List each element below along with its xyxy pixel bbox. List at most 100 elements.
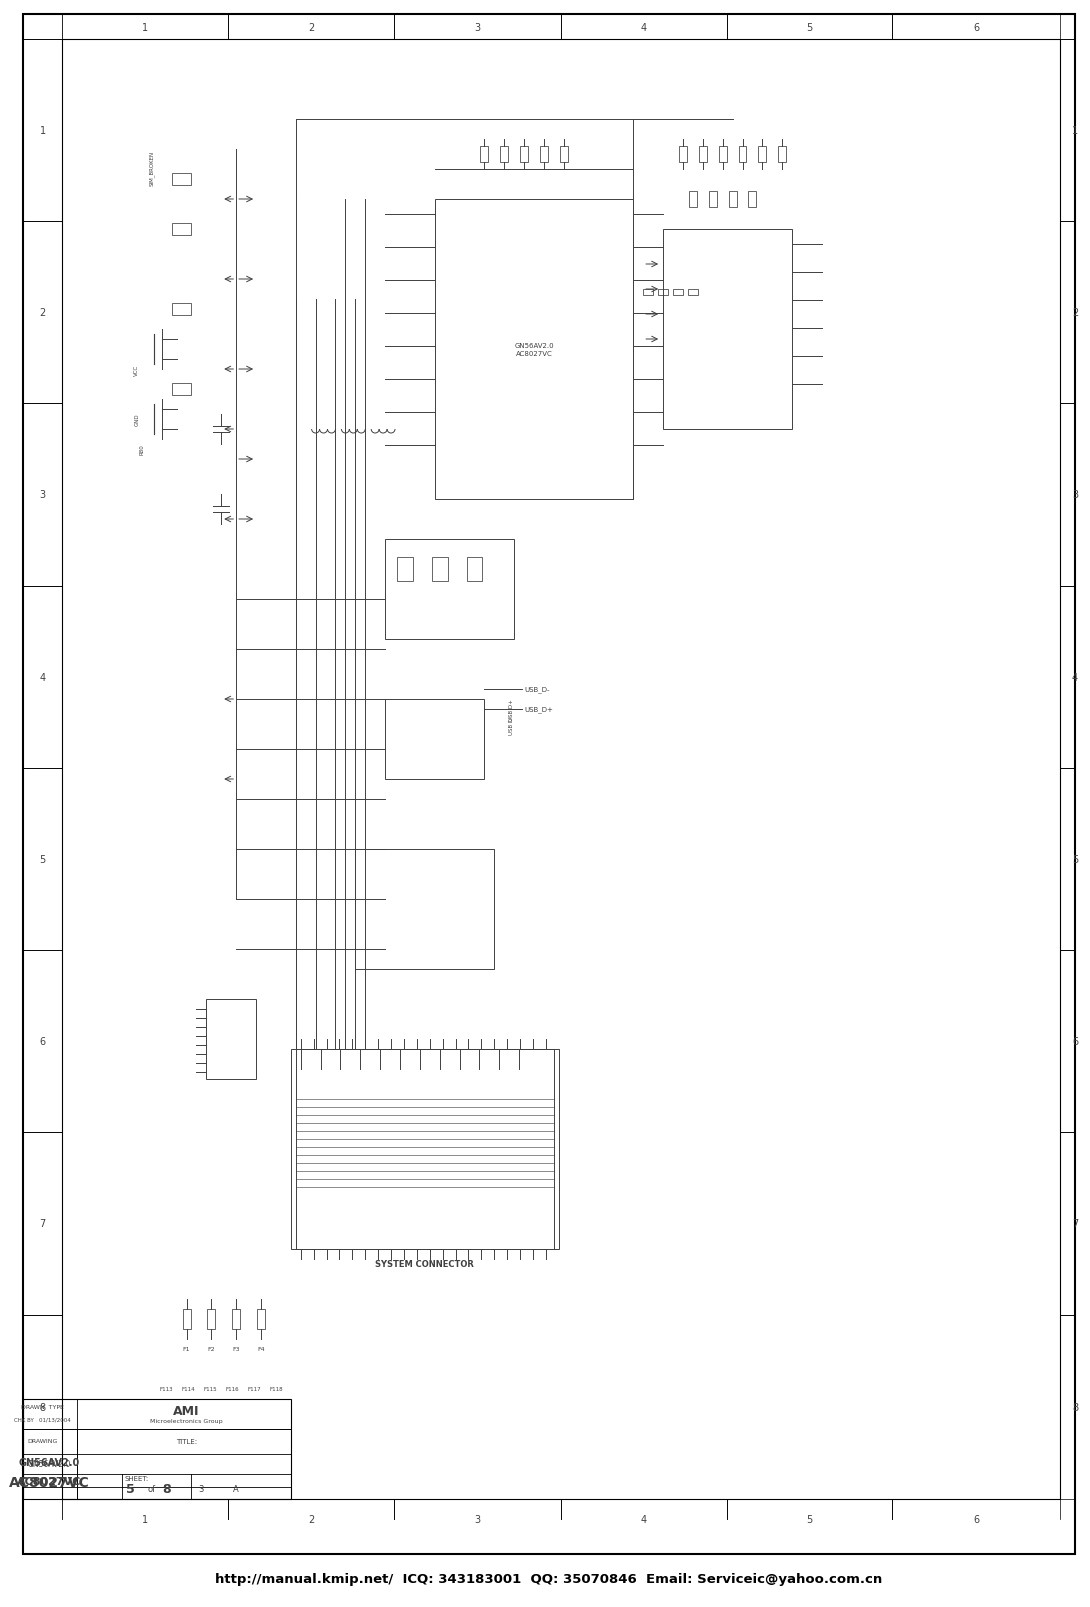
Text: 1: 1: [1073, 125, 1078, 137]
Text: SYSTEM CONNECTOR: SYSTEM CONNECTOR: [375, 1260, 474, 1268]
Bar: [397, 558, 413, 582]
Bar: [435, 199, 633, 500]
Text: VCC: VCC: [134, 365, 140, 376]
Bar: [749, 191, 756, 207]
Text: 1: 1: [143, 1514, 148, 1523]
Text: 6: 6: [1073, 1037, 1078, 1046]
Text: F2: F2: [207, 1347, 215, 1351]
Text: DRAWING: DRAWING: [27, 1438, 58, 1443]
Text: 5: 5: [125, 1483, 134, 1496]
Bar: [206, 1000, 256, 1080]
Bar: [778, 146, 786, 162]
Text: F116: F116: [226, 1387, 239, 1392]
Bar: [23, 1400, 291, 1499]
Bar: [708, 191, 717, 207]
Text: 3: 3: [1073, 490, 1078, 500]
Bar: [739, 146, 747, 162]
Text: AMI: AMI: [173, 1405, 199, 1417]
Text: SHEET:: SHEET:: [124, 1475, 149, 1482]
Bar: [291, 1049, 559, 1249]
Text: 5: 5: [807, 22, 813, 34]
Text: F1: F1: [183, 1347, 191, 1351]
Bar: [688, 289, 698, 296]
Bar: [481, 146, 488, 162]
Text: 5: 5: [1071, 855, 1078, 865]
Bar: [207, 1310, 216, 1329]
Bar: [257, 1310, 265, 1329]
Text: 3: 3: [474, 22, 481, 34]
Text: 5: 5: [807, 1514, 813, 1523]
Text: 2: 2: [39, 309, 46, 318]
Bar: [520, 146, 528, 162]
Text: http://manual.kmip.net/  ICQ: 343183001  QQ: 35070846  Email: Serviceic@yahoo.co: http://manual.kmip.net/ ICQ: 343183001 Q…: [216, 1573, 883, 1586]
Text: 2: 2: [308, 22, 314, 34]
Bar: [673, 289, 683, 296]
Text: 4: 4: [641, 1514, 646, 1523]
Text: 3: 3: [474, 1514, 481, 1523]
Bar: [718, 146, 727, 162]
Text: F3: F3: [232, 1347, 240, 1351]
Text: GN56AV2.0: GN56AV2.0: [19, 1458, 81, 1467]
Text: F4: F4: [257, 1347, 265, 1351]
Text: GN56AV2.0: GN56AV2.0: [28, 1459, 71, 1469]
Text: 8: 8: [39, 1403, 46, 1413]
Bar: [500, 146, 508, 162]
Text: 8: 8: [162, 1483, 171, 1496]
Bar: [689, 191, 697, 207]
Text: of: of: [148, 1485, 156, 1493]
Text: AC8027VC: AC8027VC: [9, 1475, 89, 1490]
Bar: [232, 1310, 240, 1329]
Text: AC8027VC: AC8027VC: [17, 1477, 82, 1486]
Text: 4: 4: [641, 22, 646, 34]
Text: 3: 3: [198, 1485, 204, 1493]
Bar: [759, 146, 766, 162]
Bar: [385, 699, 484, 779]
Bar: [171, 384, 192, 395]
Text: F118: F118: [269, 1387, 282, 1392]
Bar: [679, 146, 687, 162]
Text: Microelectronics Group: Microelectronics Group: [150, 1419, 222, 1424]
Text: A: A: [233, 1485, 239, 1493]
Bar: [171, 223, 192, 236]
Text: 3: 3: [39, 490, 46, 500]
Bar: [432, 558, 448, 582]
Bar: [643, 289, 653, 296]
Text: USB D+: USB D+: [509, 699, 513, 720]
Text: GND: GND: [134, 413, 140, 426]
Text: 8: 8: [1073, 1403, 1078, 1413]
Text: SIM_BROKEN: SIM_BROKEN: [149, 151, 155, 185]
Bar: [663, 230, 792, 429]
Bar: [182, 1310, 191, 1329]
Text: F117: F117: [247, 1387, 261, 1392]
Text: TITLE:: TITLE:: [175, 1438, 197, 1445]
Text: 4: 4: [1073, 673, 1078, 683]
Text: F113: F113: [160, 1387, 173, 1392]
Text: 2: 2: [308, 1514, 314, 1523]
Bar: [540, 146, 548, 162]
Bar: [171, 174, 192, 186]
Text: 1: 1: [39, 125, 46, 137]
Text: 4: 4: [39, 673, 46, 683]
Text: 5: 5: [39, 855, 46, 865]
Bar: [171, 304, 192, 317]
Text: USB_D-: USB_D-: [524, 686, 549, 693]
Text: 1: 1: [143, 22, 148, 34]
Text: USB D-: USB D-: [509, 715, 513, 734]
Bar: [560, 146, 568, 162]
Text: CHK BY   01/13/2004: CHK BY 01/13/2004: [14, 1417, 71, 1422]
Text: 6: 6: [973, 22, 980, 34]
Bar: [467, 558, 483, 582]
Bar: [385, 540, 514, 640]
Text: 7: 7: [1071, 1218, 1078, 1229]
Text: 7: 7: [39, 1218, 46, 1229]
Text: F114: F114: [182, 1387, 195, 1392]
Bar: [658, 289, 668, 296]
Text: F115: F115: [204, 1387, 217, 1392]
Text: GN56AV2.0
AC8027VC: GN56AV2.0 AC8027VC: [514, 344, 554, 357]
Bar: [699, 146, 706, 162]
Bar: [728, 191, 737, 207]
Text: USB_D+: USB_D+: [524, 705, 553, 714]
Text: 2: 2: [1071, 309, 1078, 318]
Bar: [295, 1049, 554, 1249]
Text: 6: 6: [39, 1037, 46, 1046]
